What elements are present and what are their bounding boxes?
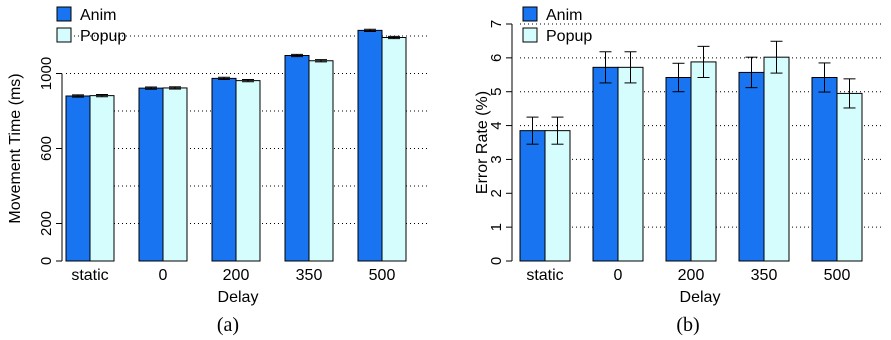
bar-popup bbox=[836, 92, 863, 262]
x-tick-label: 200 bbox=[223, 267, 250, 284]
x-tick-label: 350 bbox=[296, 267, 323, 284]
y-tick-label: 7 bbox=[488, 20, 505, 28]
chart-movement-time: 0 200 600 1000 Movement Time (ms) static 0 200 3… bbox=[7, 6, 430, 336]
bar-anim bbox=[284, 55, 310, 262]
legend-label-popup: Popup bbox=[546, 28, 592, 45]
x-axis-label: Delay bbox=[218, 289, 259, 306]
bar-anim bbox=[519, 130, 546, 262]
x-axis-label: Delay bbox=[680, 289, 721, 306]
x-tick-label: static bbox=[71, 267, 108, 284]
bar-anim bbox=[665, 76, 692, 262]
legend-swatch-anim bbox=[522, 6, 538, 22]
x-tick-label: static bbox=[526, 267, 563, 284]
bar-popup bbox=[89, 95, 115, 262]
y-axis-label: Error Rate (%) bbox=[474, 91, 491, 194]
y-tick-label: 0 bbox=[38, 257, 55, 265]
y-tick-label: 1000 bbox=[38, 57, 55, 90]
bar-popup bbox=[381, 37, 407, 262]
legend-swatch-popup bbox=[522, 27, 538, 43]
legend-label-popup: Popup bbox=[80, 28, 126, 45]
y-tick-label: 2 bbox=[488, 189, 505, 197]
x-tick-label: 500 bbox=[824, 267, 851, 284]
x-tick-label: 0 bbox=[159, 267, 168, 284]
bar-popup bbox=[763, 56, 790, 262]
bar-popup bbox=[544, 130, 571, 262]
bar-anim bbox=[738, 71, 765, 262]
y-tick-label: 4 bbox=[488, 121, 505, 129]
bar-anim bbox=[138, 87, 164, 262]
x-tick-label: 0 bbox=[614, 267, 623, 284]
bar-popup bbox=[617, 66, 644, 262]
y-tick-label: 600 bbox=[38, 136, 55, 161]
legend-swatch-popup bbox=[56, 27, 72, 43]
x-tick-label: 200 bbox=[678, 267, 705, 284]
y-axis-label: Movement Time (ms) bbox=[7, 73, 24, 223]
x-tick-label: 350 bbox=[751, 267, 778, 284]
y-tick-label: 0 bbox=[488, 257, 505, 265]
y-tick-label: 5 bbox=[488, 88, 505, 96]
bar-anim bbox=[357, 29, 383, 262]
y-tick-label: 3 bbox=[488, 155, 505, 163]
figure-caption: (a) bbox=[217, 314, 239, 336]
x-tick-label: 500 bbox=[369, 267, 396, 284]
bar-anim bbox=[592, 66, 619, 262]
y-tick-label: 6 bbox=[488, 54, 505, 62]
legend-label-anim: Anim bbox=[80, 7, 116, 24]
chart-error-rate: 0 1 2 3 4 5 6 7 Error Rate (%) static 0 200 350 500 De… bbox=[474, 6, 883, 336]
bar-anim bbox=[65, 95, 91, 262]
bar-popup bbox=[162, 87, 188, 262]
y-tick-label: 200 bbox=[38, 211, 55, 236]
bar-anim bbox=[811, 76, 838, 262]
bar-popup bbox=[690, 61, 717, 262]
legend-swatch-anim bbox=[56, 6, 72, 22]
figure-caption: (b) bbox=[676, 314, 699, 336]
bar-popup bbox=[308, 60, 334, 262]
bar-popup bbox=[235, 80, 261, 262]
legend-label-anim: Anim bbox=[546, 7, 582, 24]
y-tick-label: 1 bbox=[488, 223, 505, 231]
bar-anim bbox=[211, 77, 237, 262]
